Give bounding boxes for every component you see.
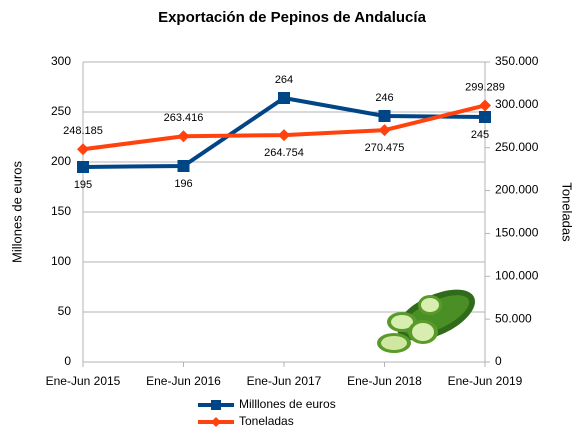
y2-tick-label: 50.000 [495, 311, 532, 325]
data-label: 248.185 [63, 125, 103, 137]
data-label: 245 [471, 129, 489, 141]
marker [479, 111, 491, 123]
data-label: 264.754 [264, 147, 304, 159]
y-tick-label: 300 [51, 54, 71, 68]
marker [178, 130, 190, 142]
marker [77, 161, 89, 173]
x-tick-label: Ene-Jun 2015 [46, 374, 121, 388]
y-tick-label: 200 [51, 154, 71, 168]
marker [178, 160, 190, 172]
legend-marker [211, 400, 221, 410]
chart-title: Exportación de Pepinos de Andalucía [158, 9, 426, 26]
y2-tick-label: 350.000 [495, 54, 539, 68]
x-tick-label: Ene-Jun 2016 [146, 374, 221, 388]
y2-tick-label: 0 [495, 354, 502, 368]
marker [379, 110, 391, 122]
legend-label: Milllones de euros [239, 397, 336, 411]
x-tick-label: Ene-Jun 2017 [247, 374, 322, 388]
data-label: 195 [74, 179, 92, 191]
legend-label: Toneladas [239, 414, 294, 428]
marker [479, 99, 491, 111]
y2-tick-label: 100.000 [495, 268, 539, 282]
chart: Exportación de Pepinos de Andalucía Mill… [0, 0, 584, 435]
y2-axis-title: Toneladas [560, 182, 575, 242]
y-tick-label: 100 [51, 254, 71, 268]
marker [278, 92, 290, 104]
data-label: 270.475 [365, 142, 405, 154]
data-label: 196 [174, 178, 192, 190]
marker [77, 143, 89, 155]
legend-marker [211, 417, 221, 427]
marker [379, 124, 391, 136]
y2-tick-label: 200.000 [495, 183, 539, 197]
y2-tick-label: 300.000 [495, 97, 539, 111]
y2-tick-label: 250.000 [495, 140, 539, 154]
y-tick-label: 150 [51, 204, 71, 218]
data-label: 264 [275, 74, 293, 86]
y-tick-label: 0 [64, 354, 71, 368]
data-label: 246 [375, 92, 393, 104]
cucumber-image [377, 279, 483, 353]
y2-tick-label: 150.000 [495, 226, 539, 240]
y-tick-label: 50 [58, 304, 72, 318]
y-tick-label: 250 [51, 104, 71, 118]
x-tick-label: Ene-Jun 2018 [347, 374, 422, 388]
x-tick-label: Ene-Jun 2019 [448, 374, 523, 388]
y-axis-title: Millones de euros [9, 161, 24, 263]
marker [278, 129, 290, 141]
data-label: 299.289 [465, 81, 505, 93]
data-label: 263.416 [164, 112, 204, 124]
